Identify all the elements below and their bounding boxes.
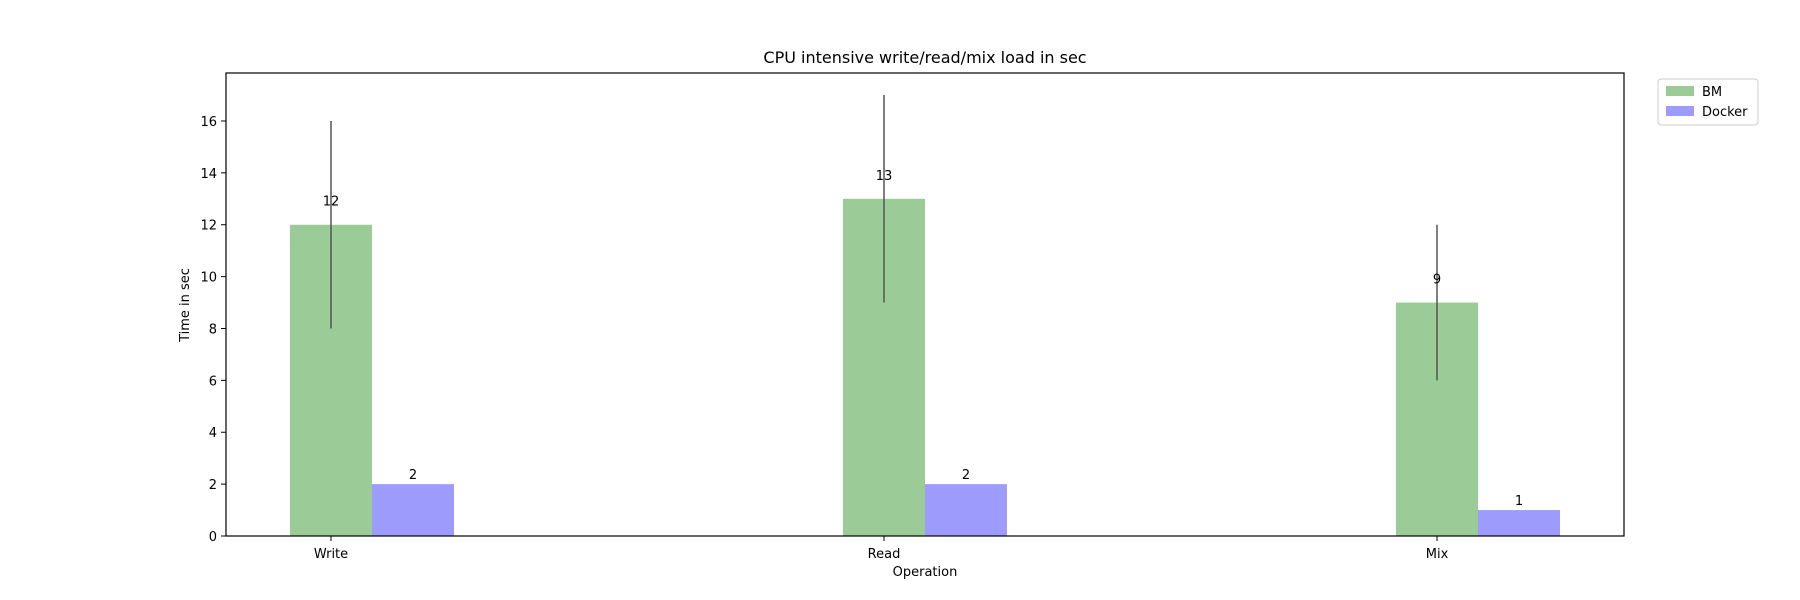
x-tick-label: Write [314, 547, 348, 562]
y-tick-label: 14 [200, 167, 217, 182]
bar-docker-read [925, 484, 1007, 536]
x-tick-label: Mix [1426, 547, 1449, 562]
x-axis-label: Operation [893, 565, 958, 580]
y-tick-label: 4 [209, 426, 217, 441]
y-tick-label: 16 [200, 115, 217, 130]
value-label-docker-read: 2 [962, 468, 970, 483]
y-tick-label: 2 [209, 478, 217, 493]
y-tick-label: 0 [209, 530, 217, 545]
legend-label-bm: BM [1702, 85, 1722, 100]
legend-label-docker: Docker [1702, 105, 1748, 120]
x-tick-label: Read [868, 547, 901, 562]
value-label-bm-mix: 9 [1433, 273, 1441, 288]
bar-docker-mix [1478, 510, 1560, 536]
axes-frame [225, 72, 1625, 537]
y-tick-label: 6 [209, 374, 217, 389]
legend: BM Docker [1657, 78, 1759, 126]
y-tick-label: 12 [200, 219, 217, 234]
legend-swatch-bm [1666, 86, 1694, 96]
bar-docker-write [372, 484, 454, 536]
value-label-docker-mix: 1 [1515, 494, 1523, 509]
value-label-bm-read: 13 [876, 169, 893, 184]
y-tick-label: 8 [209, 322, 217, 337]
legend-swatch-docker [1666, 106, 1694, 116]
value-label-bm-write: 12 [323, 195, 340, 210]
y-tick-label: 10 [200, 271, 217, 286]
value-label-docker-write: 2 [409, 468, 417, 483]
y-axis-label: Time in sec [178, 268, 193, 343]
chart-title: CPU intensive write/read/mix load in sec [763, 48, 1086, 67]
